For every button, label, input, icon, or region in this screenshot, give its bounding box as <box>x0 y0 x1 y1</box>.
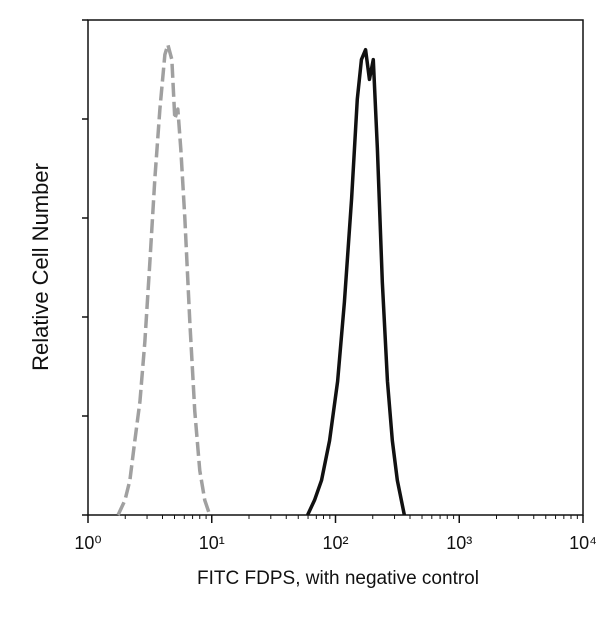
x-tick-label: 10⁰ <box>74 533 101 553</box>
x-tick-label: 10⁴ <box>569 533 597 553</box>
x-tick-label: 10¹ <box>199 533 225 553</box>
histogram-line <box>306 47 407 516</box>
y-axis-label: Relative Cell Number <box>28 163 53 371</box>
histogram-line <box>116 43 212 516</box>
x-axis-label: FITC FDPS, with negative control <box>197 568 479 589</box>
x-tick-label: 10² <box>322 533 348 553</box>
x-tick-label: 10³ <box>446 533 472 553</box>
